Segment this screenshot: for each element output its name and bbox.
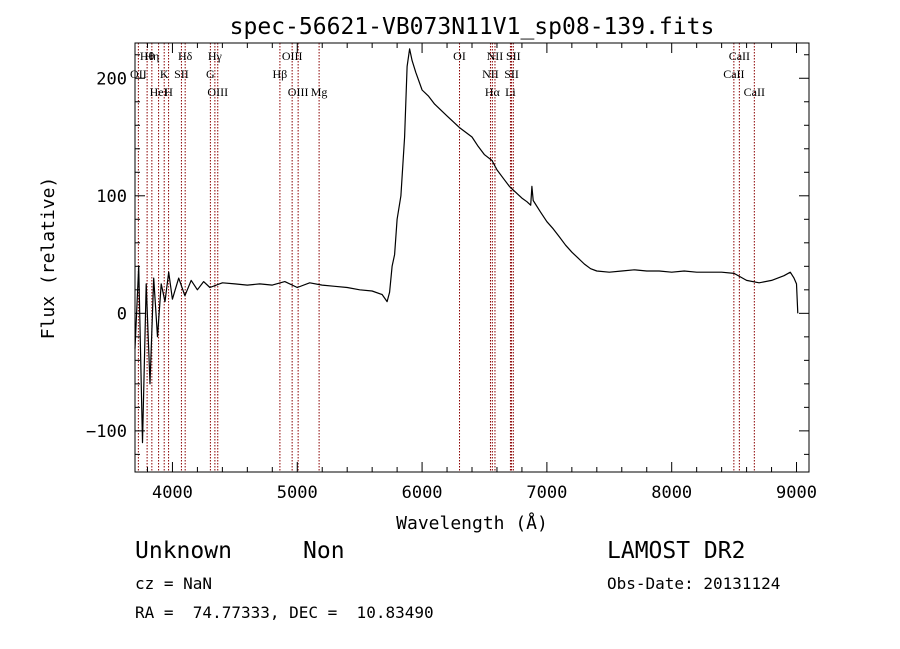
- line-label: Hβ: [273, 67, 288, 81]
- y-tick-label: −100: [86, 422, 127, 442]
- line-label: OIII: [288, 85, 309, 99]
- emission-line-labels: HθOIIHeIHηKHHδSIIOIIIHγGOIIIOIIIHβMgOINI…: [130, 49, 765, 99]
- line-label: SII: [506, 49, 521, 63]
- y-tick-label: 200: [96, 69, 127, 89]
- line-label: HeI: [150, 85, 168, 99]
- series-layer: [134, 48, 799, 444]
- line-label: K: [160, 67, 169, 81]
- emission-line-markers: [137, 43, 755, 472]
- redshift-text: cz = NaN: [135, 574, 213, 593]
- axis-ticks: 4000 5000 6000 7000 8000 9000 −100 0 100 200: [86, 43, 817, 503]
- line-label: Hη: [144, 49, 159, 63]
- x-tick-label: 6000: [402, 483, 443, 503]
- line-label: OI: [453, 49, 466, 63]
- x-tick-label: 4000: [152, 483, 193, 503]
- line-label: Hθ: [140, 49, 155, 63]
- line-label: G: [206, 67, 215, 81]
- coordinates-text: RA = 74.77333, DEC = 10.83490: [135, 603, 434, 622]
- x-axis-label: Wavelength (Å): [396, 512, 548, 534]
- spectral-subclass: Non: [303, 538, 345, 564]
- y-axis-label: Flux (relative): [38, 177, 59, 340]
- x-tick-label: 8000: [651, 483, 692, 503]
- spectral-class: Unknown: [135, 538, 232, 564]
- y-tick-label: 0: [117, 304, 127, 324]
- line-label: Hδ: [178, 49, 193, 63]
- observation-date: Obs-Date: 20131124: [607, 574, 781, 593]
- line-label: Hγ: [208, 49, 223, 63]
- line-label: OIII: [282, 49, 303, 63]
- spectrum-line: [134, 48, 799, 444]
- line-label: OII: [130, 67, 147, 81]
- line-label: Mg: [311, 85, 328, 99]
- x-tick-label: 7000: [526, 483, 567, 503]
- line-label: SII: [504, 67, 519, 81]
- chart-title: spec-56621-VB073N11V1_sp08-139.fits: [230, 14, 715, 40]
- line-label: H: [164, 85, 173, 99]
- plot-frame: [134, 42, 810, 473]
- y-tick-label: 100: [96, 187, 127, 207]
- line-label: CaII: [744, 85, 765, 99]
- line-label: NII: [482, 67, 499, 81]
- x-tick-label: 5000: [277, 483, 318, 503]
- line-label: CaII: [729, 49, 750, 63]
- line-label: SII: [174, 67, 189, 81]
- line-label: CaII: [723, 67, 744, 81]
- line-label: Li: [505, 85, 516, 99]
- x-tick-label: 9000: [776, 483, 817, 503]
- line-label: OIII: [207, 85, 228, 99]
- line-label: NII: [487, 49, 504, 63]
- survey-name: LAMOST DR2: [607, 538, 746, 564]
- line-label: Hα: [485, 85, 501, 99]
